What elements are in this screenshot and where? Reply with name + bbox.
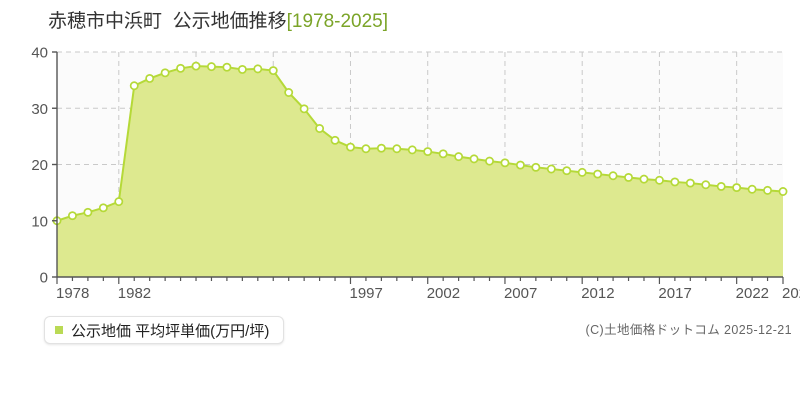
title-metric: 公示地価推移 [172,11,287,32]
svg-text:2012: 2012 [581,285,614,302]
svg-text:1978: 1978 [56,285,89,302]
page-title: 赤穂市中浜町 公示地価推移[1978-2025] [48,6,388,33]
legend-label: 公示地価 平均坪単価(万円/坪) [71,322,270,340]
svg-text:30: 30 [31,101,48,118]
legend-swatch-icon [55,326,63,334]
svg-text:2025: 2025 [782,285,800,302]
svg-text:2007: 2007 [504,285,537,302]
svg-text:10: 10 [31,213,48,230]
copyright-credit: (C)土地価格ドットコム 2025-12-21 [585,323,792,337]
svg-text:20: 20 [31,157,48,174]
svg-text:1982: 1982 [118,285,151,302]
title-range: [1978-2025] [286,11,389,32]
svg-text:2022: 2022 [736,285,769,302]
chart-legend[interactable]: 公示地価 平均坪単価(万円/坪) [44,316,285,344]
svg-text:1997: 1997 [349,285,382,302]
svg-text:2002: 2002 [427,285,460,302]
svg-text:2017: 2017 [658,285,691,302]
svg-text:40: 40 [31,45,48,62]
svg-text:0: 0 [40,270,48,287]
title-place-metric: 赤穂市中浜町 [48,11,163,32]
